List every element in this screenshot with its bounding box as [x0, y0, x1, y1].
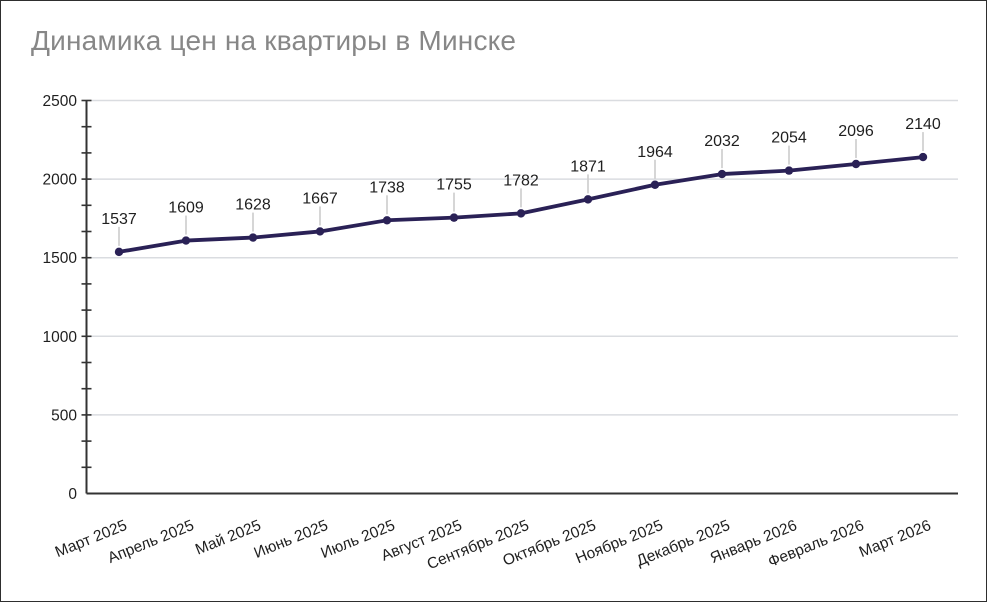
- x-axis-label: Июнь 2025: [252, 517, 331, 562]
- data-label: 1738: [369, 179, 405, 196]
- x-axis-label: Май 2025: [193, 517, 263, 559]
- data-label: 1537: [101, 211, 137, 228]
- data-label: 1755: [436, 177, 472, 194]
- data-label: 1628: [235, 197, 271, 214]
- data-point: [114, 247, 124, 257]
- data-point: [583, 195, 593, 204]
- y-axis-label: 2000: [43, 172, 78, 189]
- y-axis-label: 1000: [43, 329, 78, 346]
- data-point: [315, 227, 325, 236]
- data-point: [851, 159, 861, 169]
- data-label: 2054: [771, 130, 807, 147]
- data-point: [382, 216, 392, 225]
- y-axis-label: 2500: [43, 93, 78, 110]
- y-axis-label: 500: [51, 407, 77, 424]
- data-point: [516, 209, 526, 218]
- data-point: [650, 180, 660, 189]
- data-point: [918, 152, 928, 162]
- data-point: [449, 213, 459, 222]
- chart-title: Динамика цен на квартиры в Минске: [31, 25, 517, 56]
- data-label: 1964: [637, 144, 673, 161]
- data-label: 1782: [503, 172, 539, 189]
- data-point: [181, 236, 191, 245]
- data-label: 2032: [704, 133, 740, 150]
- x-axis-label: Март 2026: [857, 517, 934, 561]
- data-point: [717, 169, 727, 179]
- data-label: 1609: [168, 200, 204, 217]
- data-label: 2096: [838, 123, 874, 140]
- data-point: [784, 166, 794, 175]
- data-label: 2140: [905, 116, 941, 133]
- data-label: 1871: [570, 158, 606, 175]
- data-point: [248, 233, 258, 242]
- data-label: 1667: [302, 190, 338, 207]
- y-axis-label: 0: [68, 486, 77, 503]
- y-axis-label: 1500: [43, 250, 78, 267]
